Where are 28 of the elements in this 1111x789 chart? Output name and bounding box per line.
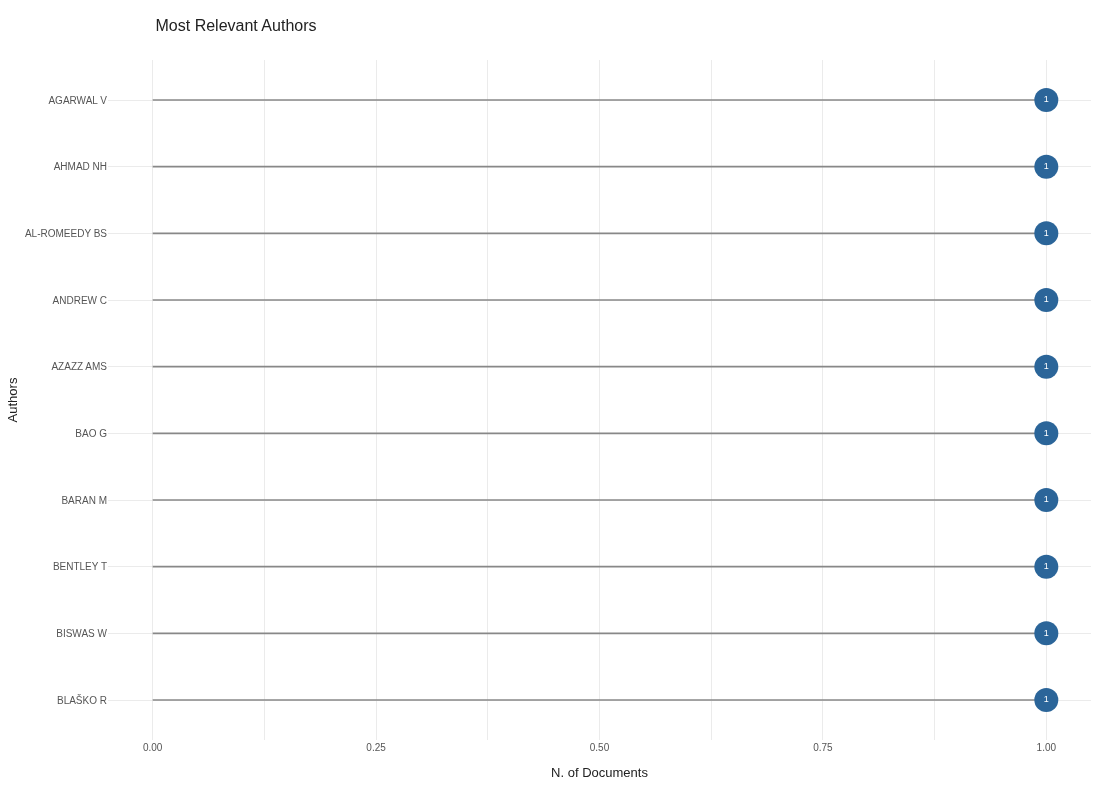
y-tick-label: BAO G — [75, 427, 108, 439]
data-label: 1 — [1043, 494, 1049, 505]
y-tick-label: AZAZZ AMS — [51, 361, 108, 373]
y-axis-title: Authors — [4, 377, 20, 423]
y-tick-label: AL-ROMEEDY BS — [24, 227, 108, 239]
y-tick-label: BENTLEY T — [52, 561, 107, 573]
y-tick-label: BLAŠKO R — [56, 693, 107, 706]
y-tick-label: ANDREW C — [52, 294, 107, 306]
data-label: 1 — [1043, 94, 1049, 105]
y-tick-label: BISWAS W — [56, 627, 108, 639]
x-tick-label: 1.00 — [1036, 742, 1057, 753]
y-tick-label: AGARWAL V — [48, 94, 108, 106]
x-axis-title: N. of Documents — [551, 764, 649, 780]
data-label: 1 — [1043, 294, 1049, 305]
x-tick-label: 0.25 — [366, 742, 387, 753]
y-tick-label: AHMAD NH — [53, 161, 107, 173]
x-tick-label: 0.50 — [589, 742, 610, 753]
data-label: 1 — [1043, 360, 1049, 371]
data-label: 1 — [1043, 160, 1049, 171]
y-tick-label: BARAN M — [61, 494, 107, 506]
x-tick-label: 0.00 — [142, 742, 163, 753]
chart-title: Most Relevant Authors — [155, 16, 317, 34]
x-tick-label: 0.75 — [813, 742, 834, 753]
data-label: 1 — [1043, 227, 1049, 238]
data-label: 1 — [1043, 427, 1049, 438]
data-label: 1 — [1043, 560, 1049, 571]
data-label: 1 — [1043, 627, 1049, 638]
data-label: 1 — [1043, 694, 1049, 705]
